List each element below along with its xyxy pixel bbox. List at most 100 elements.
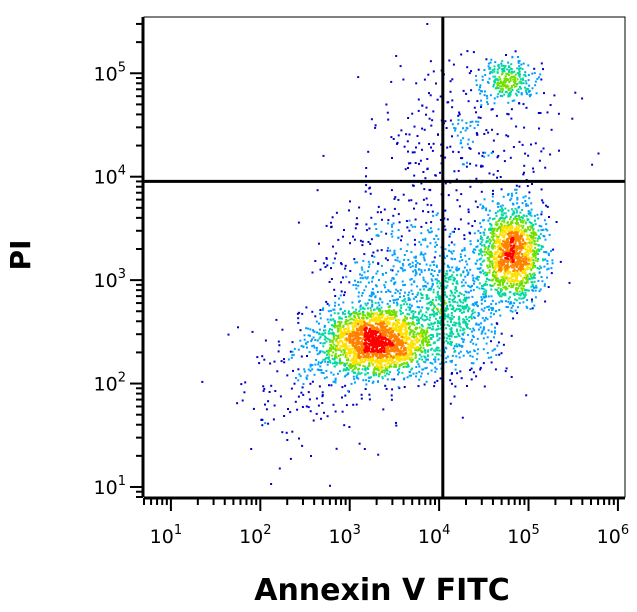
event-dot	[496, 71, 499, 74]
event-dot	[523, 219, 526, 222]
event-dot	[487, 240, 489, 243]
event-dot	[394, 349, 397, 352]
event-dot	[287, 408, 289, 410]
event-dot	[524, 71, 527, 74]
event-dot	[499, 233, 501, 236]
event-dot	[467, 333, 470, 336]
event-dot	[316, 339, 319, 342]
event-dot	[353, 329, 356, 331]
event-dot	[551, 262, 554, 265]
event-dot	[464, 275, 467, 278]
event-dot	[356, 360, 359, 363]
event-dot	[404, 347, 407, 350]
event-dot	[483, 248, 486, 251]
event-dot	[347, 315, 350, 318]
event-dot	[483, 198, 486, 201]
event-dot	[487, 245, 490, 248]
event-dot	[319, 350, 322, 353]
event-dot	[472, 342, 475, 345]
event-dot	[500, 62, 503, 65]
event-dot	[496, 202, 499, 205]
event-dot	[454, 258, 456, 261]
event-dot	[429, 231, 432, 234]
event-dot	[459, 308, 462, 311]
event-dot	[406, 329, 408, 332]
event-dot	[347, 324, 349, 326]
event-dot	[396, 339, 399, 342]
event-dot	[523, 261, 525, 264]
event-dot	[467, 100, 470, 103]
event-dot	[371, 313, 374, 316]
event-dot	[500, 64, 503, 67]
event-dot	[411, 225, 414, 228]
event-dot	[350, 313, 353, 316]
event-dot	[345, 342, 348, 345]
event-dot	[303, 370, 306, 373]
event-dot	[413, 207, 415, 210]
event-dot	[399, 309, 402, 312]
event-dot	[540, 150, 543, 153]
event-dot	[406, 313, 409, 315]
event-dot	[385, 271, 387, 274]
event-dot	[466, 385, 468, 387]
event-dot	[526, 267, 529, 270]
event-dot	[332, 262, 335, 265]
event-dot	[407, 294, 410, 297]
event-dot	[532, 262, 535, 265]
event-dot	[338, 360, 341, 362]
event-dot	[365, 358, 367, 361]
event-dot	[544, 300, 547, 303]
event-dot	[429, 316, 432, 319]
event-dot	[514, 276, 517, 279]
event-dot	[469, 121, 472, 124]
event-dot	[344, 267, 347, 270]
event-dot	[329, 328, 331, 331]
event-dot	[397, 198, 400, 201]
event-dot	[449, 328, 452, 331]
event-dot	[459, 310, 462, 313]
event-dot	[354, 316, 357, 319]
event-dot	[423, 319, 426, 322]
event-dot	[429, 227, 432, 230]
event-dot	[530, 256, 533, 259]
event-dot	[339, 325, 342, 328]
event-dot	[293, 347, 296, 350]
event-dot	[523, 247, 525, 250]
event-dot	[461, 163, 464, 166]
event-dot	[408, 229, 411, 232]
event-dot	[418, 353, 421, 356]
event-dot	[534, 256, 537, 259]
event-dot	[319, 268, 322, 271]
event-dot	[356, 321, 359, 324]
event-dot	[515, 211, 518, 214]
event-dot	[374, 372, 377, 374]
event-dot	[412, 346, 415, 349]
event-dot	[529, 211, 532, 214]
event-dot	[399, 310, 402, 313]
event-dot	[450, 372, 453, 375]
event-dot	[425, 197, 428, 200]
event-dot	[591, 163, 594, 166]
event-dot	[372, 291, 375, 294]
event-dot	[525, 92, 528, 95]
event-dot	[405, 308, 408, 311]
event-dot	[524, 80, 527, 83]
event-dot	[515, 209, 518, 212]
event-dot	[453, 170, 456, 173]
event-dot	[471, 338, 473, 341]
event-dot	[289, 457, 292, 460]
event-dot	[415, 82, 418, 85]
event-dot	[459, 350, 462, 353]
event-dot	[407, 336, 410, 339]
event-dot	[327, 321, 330, 324]
event-dot	[283, 358, 285, 361]
event-dot	[493, 282, 496, 285]
event-dot	[533, 240, 536, 243]
event-dot	[304, 342, 307, 345]
event-dot	[361, 361, 364, 363]
event-dot	[334, 361, 336, 364]
event-dot	[406, 365, 409, 368]
event-dot	[359, 312, 362, 315]
event-dot	[425, 263, 428, 266]
event-dot	[496, 256, 499, 259]
